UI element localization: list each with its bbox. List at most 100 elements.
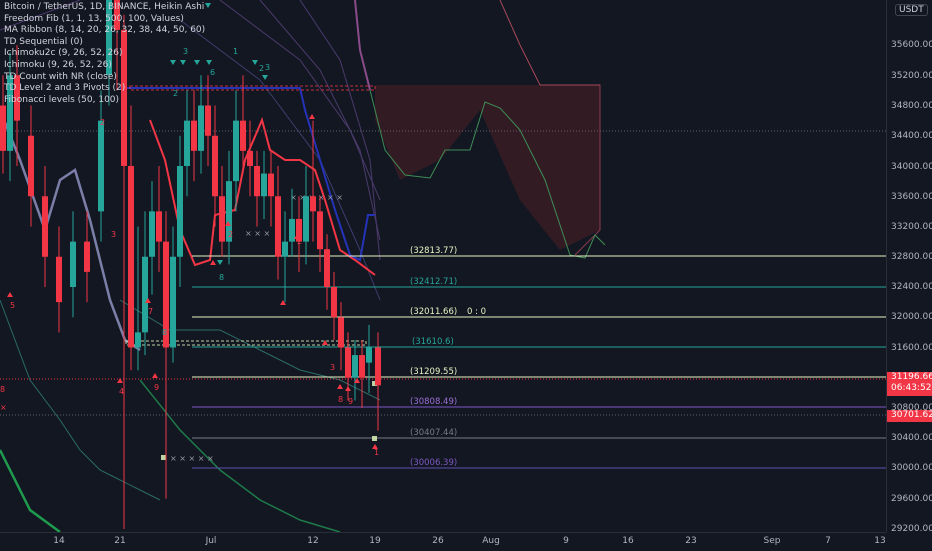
price-tick: 31600.00 — [891, 343, 932, 353]
fib-level-label: (32813.77) — [410, 246, 458, 256]
svg-text:× × × × × ×: × × × × × × — [290, 193, 343, 202]
time-tick: Jul — [205, 536, 217, 546]
svg-text:3: 3 — [183, 47, 188, 56]
candle-body[interactable] — [70, 241, 76, 287]
svg-text:8: 8 — [162, 328, 167, 337]
candle-body[interactable] — [324, 249, 330, 287]
time-tick: 7 — [825, 536, 831, 546]
indicator-legend-item[interactable]: TD Level 2 and 3 Pivots (2) — [4, 83, 126, 94]
indicator-legend-item[interactable]: MA Ribbon (8, 14, 20, 26, 32, 38, 44, 50… — [4, 25, 206, 36]
price-tick: 35200.00 — [891, 71, 932, 81]
time-tick: 14 — [53, 536, 65, 546]
svg-text:6: 6 — [210, 68, 215, 77]
candle-body[interactable] — [212, 135, 218, 197]
candle-body[interactable] — [247, 150, 253, 166]
candle-body[interactable] — [106, 0, 112, 76]
candle-body[interactable] — [254, 166, 260, 197]
candle-body[interactable] — [135, 332, 141, 348]
candle-body[interactable] — [42, 196, 48, 257]
indicator-legend-item[interactable]: Fibonacci levels (50, 100) — [4, 94, 120, 105]
candle-body[interactable] — [28, 135, 34, 197]
svg-text:3: 3 — [265, 63, 270, 72]
price-tick: 30000.00 — [891, 463, 932, 473]
candle-body[interactable] — [303, 196, 309, 242]
svg-text:8: 8 — [219, 273, 224, 282]
svg-text:4: 4 — [119, 387, 124, 396]
candle-body[interactable] — [14, 75, 20, 121]
candle-body[interactable] — [359, 355, 365, 378]
current-price-badge[interactable]: 31196.66 06:43:52 — [887, 372, 932, 396]
candle-body[interactable] — [282, 241, 288, 257]
indicator-legend-item[interactable]: Ichimoku (9, 26, 52, 26) — [4, 59, 112, 70]
svg-text:9: 9 — [154, 383, 159, 392]
fib-level-label: (32412.71) — [410, 277, 458, 287]
svg-text:2: 2 — [173, 89, 178, 98]
candle-body[interactable] — [156, 211, 162, 242]
candle-body[interactable] — [219, 196, 225, 242]
candle-body[interactable] — [275, 196, 281, 257]
candle-body[interactable] — [177, 166, 183, 257]
candle-body[interactable] — [310, 196, 316, 212]
secondary-price-badge[interactable]: 30701.62 — [887, 410, 932, 422]
candle-body[interactable] — [345, 347, 351, 378]
candle-body[interactable] — [163, 241, 169, 348]
candle-body[interactable] — [205, 105, 211, 136]
candle-body[interactable] — [114, 0, 120, 30]
svg-text:2: 2 — [228, 230, 233, 239]
time-scale[interactable]: 14 21 Jul 12 19 26 Aug 9 16 23 Sep 7 13 — [0, 532, 886, 551]
svg-text:3: 3 — [111, 230, 116, 239]
svg-text:1: 1 — [374, 448, 379, 457]
candle-body[interactable] — [84, 241, 90, 272]
candle-body[interactable] — [317, 211, 323, 250]
candle-body[interactable] — [56, 256, 62, 303]
time-tick: 12 — [307, 536, 319, 546]
candle-body[interactable] — [352, 355, 358, 378]
candle-body[interactable] — [198, 105, 204, 151]
currency-button[interactable]: USDT — [895, 4, 928, 16]
candle-body[interactable] — [296, 218, 302, 242]
candle-body[interactable] — [0, 105, 6, 151]
indicator-legend-item[interactable]: TD Sequential (0) — [4, 36, 83, 47]
candle-body[interactable] — [366, 347, 372, 363]
price-tick: 29600.00 — [891, 494, 932, 504]
candle-body[interactable] — [331, 287, 337, 318]
fib-level-label: (30407.44) — [410, 428, 458, 438]
candle-body[interactable] — [261, 173, 267, 197]
candle-body[interactable] — [338, 317, 344, 348]
current-price: 31196.66 — [891, 372, 932, 382]
candle-body[interactable] — [170, 256, 176, 348]
svg-text:× × × × ×: × × × × × — [170, 454, 214, 463]
time-tick: 19 — [369, 536, 381, 546]
svg-text:2: 2 — [100, 118, 105, 127]
candle-body[interactable] — [98, 120, 104, 212]
indicator-legend-item[interactable]: TD Count with NR (close) — [4, 71, 117, 82]
candle-body[interactable] — [184, 120, 190, 166]
candle-body[interactable] — [142, 256, 148, 333]
fib-level-extra: 0 : 0 — [467, 307, 487, 317]
indicator-legend[interactable]: Bitcoin / TetherUS, 1D, BINANCE, Heikin … — [4, 2, 205, 106]
candle-body[interactable] — [149, 211, 155, 257]
candle-body[interactable] — [128, 166, 134, 348]
candle-body[interactable] — [191, 120, 197, 151]
candle-body[interactable] — [375, 347, 381, 386]
candle-body[interactable] — [226, 181, 232, 242]
candle-body[interactable] — [289, 218, 295, 242]
price-tick: 34000.00 — [891, 162, 932, 172]
price-tick: 35600.00 — [891, 40, 932, 50]
time-tick: Sep — [763, 536, 781, 546]
time-tick: 16 — [622, 536, 634, 546]
time-tick: 23 — [685, 536, 697, 546]
fib-level-label: (30808.49) — [410, 397, 458, 407]
candle-body[interactable] — [233, 120, 239, 182]
symbol-title[interactable]: Bitcoin / TetherUS, 1D, BINANCE, Heikin … — [4, 2, 205, 12]
candle-body[interactable] — [268, 173, 274, 197]
candle-body[interactable] — [7, 75, 13, 151]
price-tick: 32400.00 — [891, 282, 932, 292]
candle-body[interactable] — [240, 120, 246, 151]
candle-body[interactable] — [121, 29, 127, 166]
indicator-legend-item[interactable]: Freedom Fib (1, 1, 13, 500, 100, Values) — [4, 13, 184, 24]
price-scale[interactable]: 35600.00 35200.00 34800.00 34400.00 3400… — [886, 0, 932, 534]
indicator-legend-item[interactable]: Ichimoku2c (9, 26, 52, 26) — [4, 48, 123, 59]
